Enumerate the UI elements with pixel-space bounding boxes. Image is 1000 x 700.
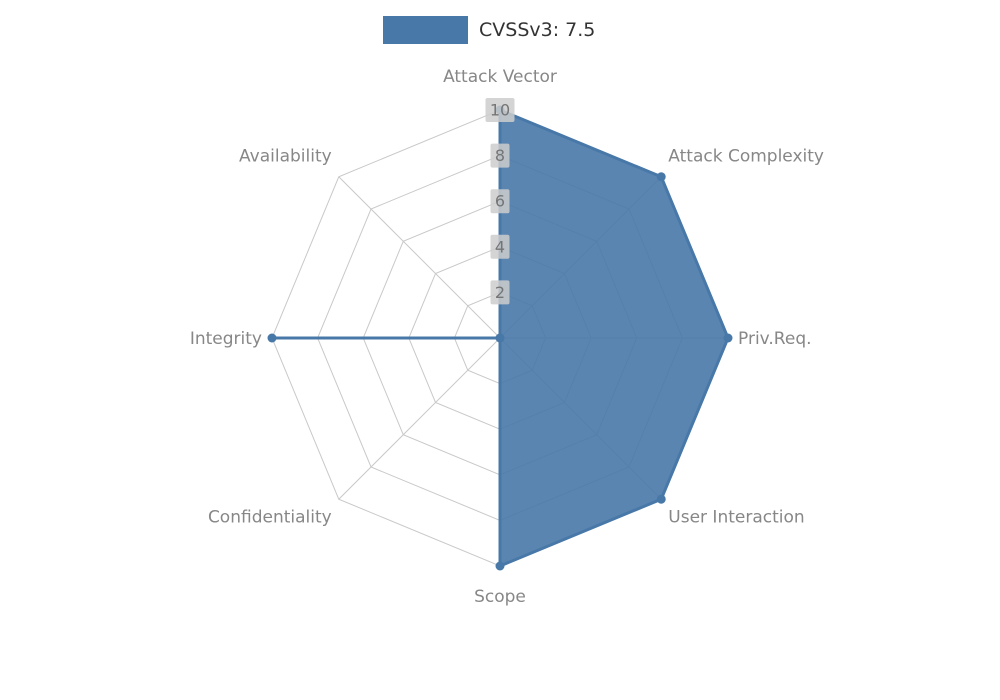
legend-label: CVSSv3: 7.5 — [479, 19, 596, 41]
radial-tick-label: 4 — [495, 237, 505, 256]
legend-swatch — [383, 16, 468, 44]
axis-label-user-interaction: User Interaction — [668, 507, 804, 527]
data-point-marker — [723, 333, 733, 343]
tick-backdrop — [490, 234, 510, 259]
radial-tick-label: 8 — [495, 146, 505, 165]
data-point-marker — [495, 561, 505, 571]
axis-spoke — [338, 337, 501, 500]
data-point-marker — [267, 333, 277, 343]
tick-backdrop — [485, 98, 515, 122]
axis-label-scope: Scope — [474, 587, 526, 607]
tick-backdrop — [490, 143, 510, 168]
radial-tick-label: 10 — [490, 101, 510, 120]
axis-label-integrity: Integrity — [190, 329, 262, 349]
chart-legend[interactable]: CVSSv3: 7.5 — [383, 16, 595, 44]
axis-label-confidentiality: Confidentiality — [208, 507, 332, 527]
axis-spoke — [338, 176, 501, 339]
data-point-marker — [495, 333, 505, 343]
data-point-marker — [656, 172, 666, 182]
radial-tick-label: 6 — [495, 192, 505, 211]
axis-label-availability: Availability — [239, 147, 332, 167]
tick-backdrop — [490, 280, 510, 305]
data-point-marker — [656, 494, 666, 504]
axis-label-attack-vector: Attack Vector — [443, 67, 557, 87]
axis-label-priv-req: Priv.Req. — [738, 329, 812, 349]
axis-label-attack-complexity: Attack Complexity — [668, 147, 824, 167]
tick-backdrop — [490, 189, 510, 214]
radial-tick-label: 2 — [495, 283, 505, 302]
